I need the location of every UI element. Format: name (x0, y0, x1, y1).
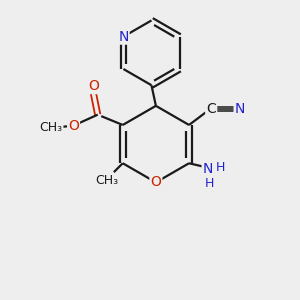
Text: CH₃: CH₃ (39, 121, 62, 134)
Text: N: N (202, 162, 213, 176)
Text: H: H (215, 161, 225, 174)
Text: O: O (151, 176, 161, 189)
Text: CH₃: CH₃ (95, 174, 118, 188)
Text: N: N (118, 30, 129, 44)
Text: O: O (68, 119, 79, 133)
Text: H: H (205, 177, 214, 190)
Text: O: O (88, 79, 99, 93)
Text: C: C (206, 102, 216, 116)
Text: N: N (235, 102, 245, 116)
